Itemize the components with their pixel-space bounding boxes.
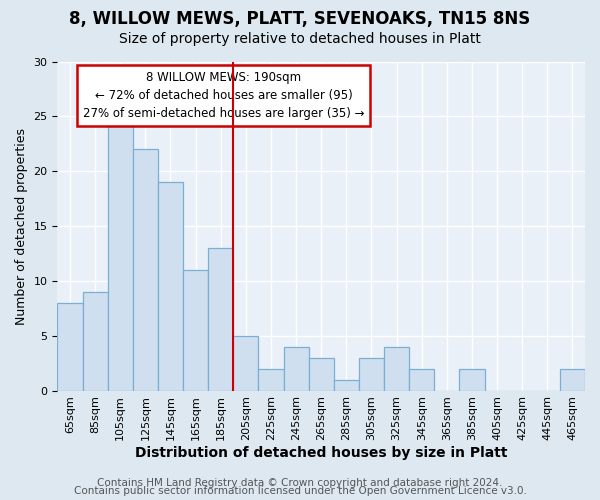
Text: 8 WILLOW MEWS: 190sqm
← 72% of detached houses are smaller (95)
27% of semi-deta: 8 WILLOW MEWS: 190sqm ← 72% of detached … [83, 72, 364, 120]
Bar [334, 380, 359, 390]
Text: 8, WILLOW MEWS, PLATT, SEVENOAKS, TN15 8NS: 8, WILLOW MEWS, PLATT, SEVENOAKS, TN15 8… [70, 10, 530, 28]
X-axis label: Distribution of detached houses by size in Platt: Distribution of detached houses by size … [135, 446, 508, 460]
Bar [158, 182, 183, 390]
Bar [560, 368, 585, 390]
Bar [107, 116, 133, 390]
Bar [83, 292, 107, 390]
Y-axis label: Number of detached properties: Number of detached properties [15, 128, 28, 324]
Bar [58, 303, 83, 390]
Bar [384, 346, 409, 391]
Bar [259, 368, 284, 390]
Text: Contains public sector information licensed under the Open Government Licence v3: Contains public sector information licen… [74, 486, 526, 496]
Bar [183, 270, 208, 390]
Text: Size of property relative to detached houses in Platt: Size of property relative to detached ho… [119, 32, 481, 46]
Bar [208, 248, 233, 390]
Bar [233, 336, 259, 390]
Bar [409, 368, 434, 390]
Bar [359, 358, 384, 390]
Bar [284, 346, 308, 391]
Bar [133, 150, 158, 390]
Text: Contains HM Land Registry data © Crown copyright and database right 2024.: Contains HM Land Registry data © Crown c… [97, 478, 503, 488]
Bar [308, 358, 334, 390]
Bar [460, 368, 485, 390]
